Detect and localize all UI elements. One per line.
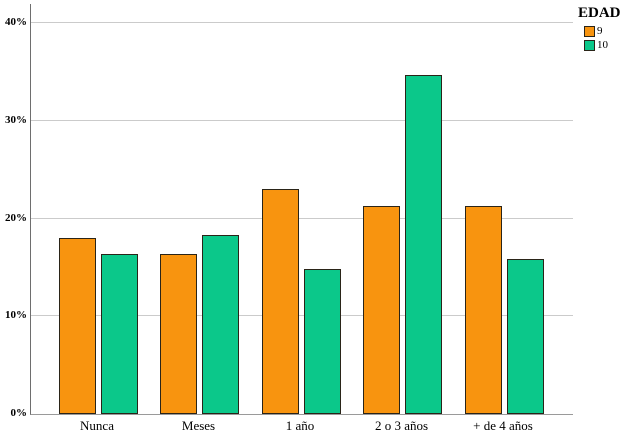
legend-item-label: 9 — [597, 25, 603, 37]
bar-9-1-año — [261, 189, 299, 414]
plot-area — [30, 4, 573, 415]
bar-9-nunca — [58, 238, 96, 414]
legend-swatch-icon — [584, 39, 595, 51]
bar-9-meses — [160, 253, 197, 414]
bar-10-2-o-3-años — [405, 74, 442, 414]
legend-item-10: 10 — [584, 39, 621, 51]
x-axis-category-label: 2 o 3 años — [374, 418, 429, 433]
x-axis-category-label: 1 año — [285, 418, 315, 433]
bar-10-meses — [202, 235, 239, 414]
x-axis-category-label: + de 4 años — [473, 418, 533, 433]
gridline-10 — [31, 315, 573, 317]
legend-title: EDAD — [578, 5, 621, 21]
gridline-40 — [31, 22, 573, 23]
legend-item-label: 10 — [597, 39, 608, 51]
x-axis-category-label: Meses — [181, 418, 216, 433]
bar-10-nunca — [100, 253, 138, 414]
bar-9-2-o-3-años — [363, 205, 400, 414]
gridline-30 — [31, 119, 573, 121]
bar-10-+-de-4-años — [506, 258, 544, 414]
bar-10-1-año — [303, 269, 341, 414]
legend: EDAD 9 10 — [576, 5, 621, 53]
y-axis-tick-label: 30% — [5, 113, 27, 126]
legend-items: 9 10 — [576, 25, 621, 51]
x-axis-category-label: Nunca — [80, 418, 114, 433]
y-axis-tick-label: 0% — [10, 407, 28, 419]
y-axis-tick-label: 20% — [5, 211, 27, 224]
y-axis-tick-label: 40% — [5, 16, 27, 28]
legend-swatch-icon — [584, 25, 595, 37]
bar-9-+-de-4-años — [464, 205, 502, 414]
legend-item-9: 9 — [584, 25, 621, 37]
y-axis-tick-label: 10% — [5, 309, 27, 322]
gridline-20 — [31, 217, 573, 219]
